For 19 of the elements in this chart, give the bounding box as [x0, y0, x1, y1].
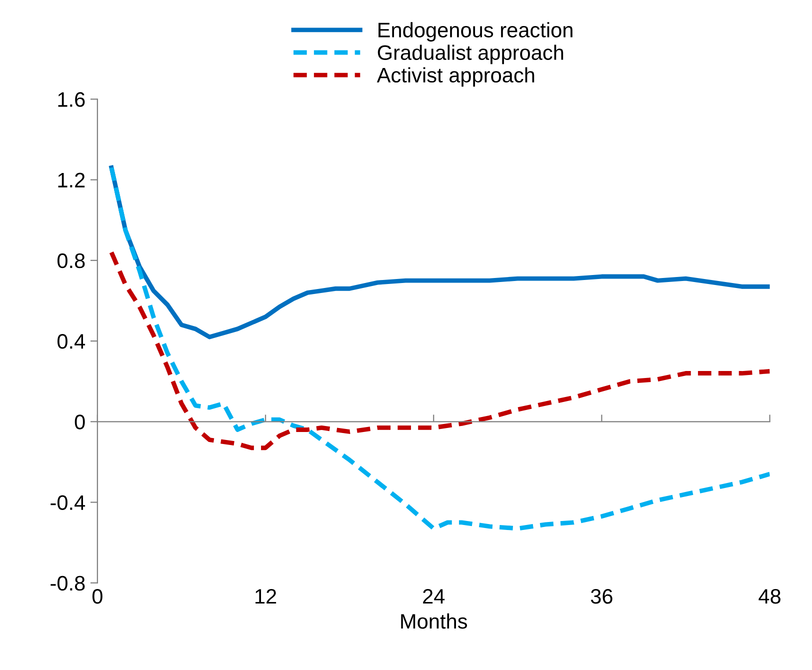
y-tick-label: -0.8 [50, 576, 85, 591]
x-tick-label: 48 [758, 589, 780, 604]
legend-label: Endogenous reaction [378, 22, 572, 42]
y-tick-label: 0 [74, 414, 85, 430]
y-tick-label: -0.4 [50, 495, 86, 510]
x-axis-title: Months [401, 613, 468, 629]
y-tick-label: 0.4 [57, 334, 86, 349]
y-tick-label: 1.2 [58, 172, 85, 188]
legend-label: Activist approach [376, 67, 534, 87]
line-series [109, 250, 770, 450]
x-tick-label: 12 [256, 589, 276, 604]
x-tick-label: 24 [423, 589, 445, 604]
line-series [109, 165, 770, 531]
x-tick-label: 36 [590, 589, 612, 604]
y-tick-label: 0.8 [57, 253, 85, 268]
legend-label: Gradualist approach [378, 44, 564, 64]
y-tick-label: 1.6 [58, 92, 85, 107]
x-tick-label: 0 [92, 589, 102, 604]
line-series [109, 165, 770, 340]
